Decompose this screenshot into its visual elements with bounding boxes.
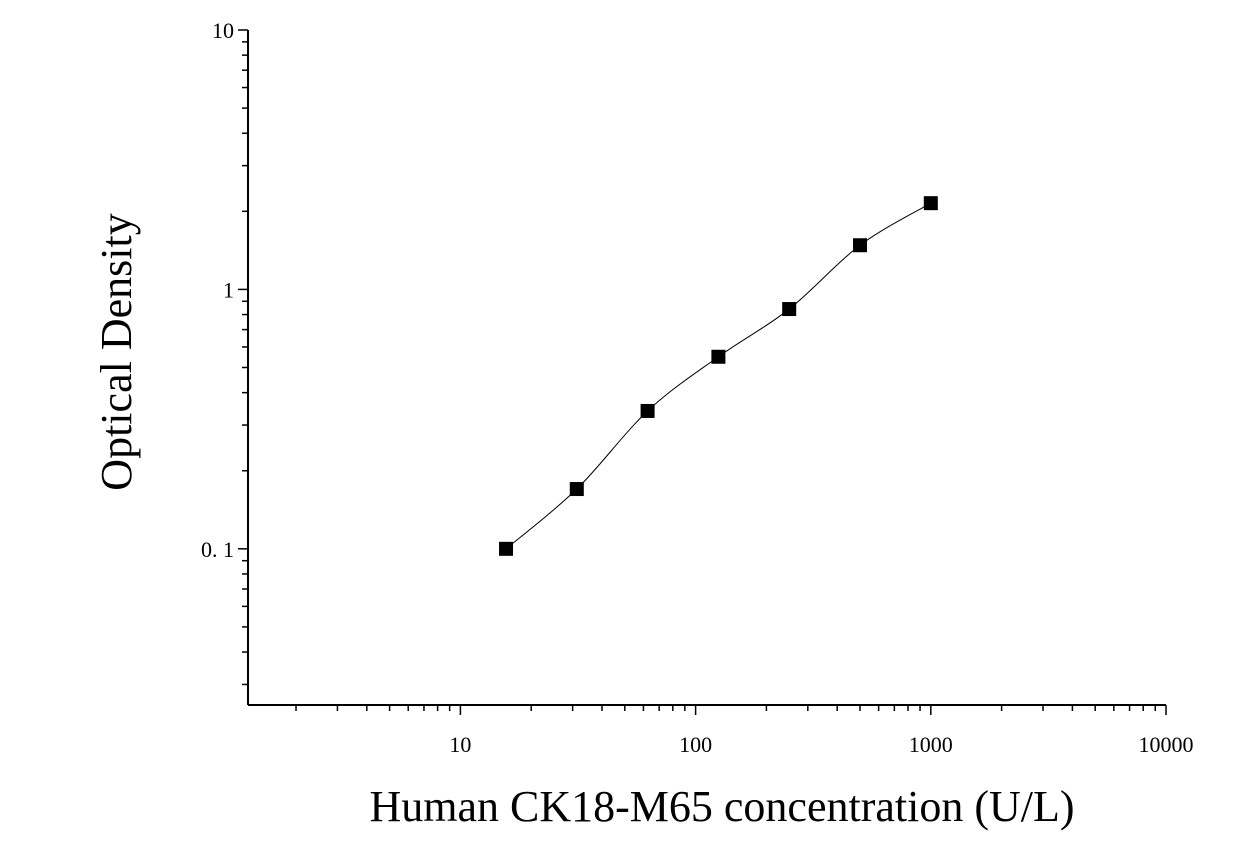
axes (247, 30, 1166, 706)
data-point (640, 403, 655, 418)
y-axis-tick-labels: 0. 1 1 10 (201, 18, 234, 562)
x-tick-label: 10000 (1139, 732, 1194, 757)
x-tick-label: 10 (449, 732, 471, 757)
data-point (923, 196, 938, 211)
y-tick-label: 10 (212, 18, 234, 43)
x-tick-label: 1000 (909, 732, 953, 757)
y-tick-label: 0. 1 (201, 537, 234, 562)
data-point (782, 302, 797, 317)
data-point (569, 482, 584, 497)
x-tick-label: 100 (679, 732, 712, 757)
x-axis-title: Human CK18-M65 concentration (U/L) (369, 782, 1074, 831)
data-point (499, 541, 514, 556)
data-points (499, 196, 938, 556)
x-axis-tick-labels: 10 100 1000 10000 (449, 732, 1193, 757)
fitted-curve (505, 202, 932, 550)
y-axis-title: Optical Density (92, 213, 141, 490)
y-axis-ticks (238, 29, 248, 686)
data-point (711, 349, 726, 364)
y-tick-label: 1 (223, 277, 234, 302)
data-point (853, 238, 867, 253)
x-axis-ticks (295, 705, 1167, 715)
